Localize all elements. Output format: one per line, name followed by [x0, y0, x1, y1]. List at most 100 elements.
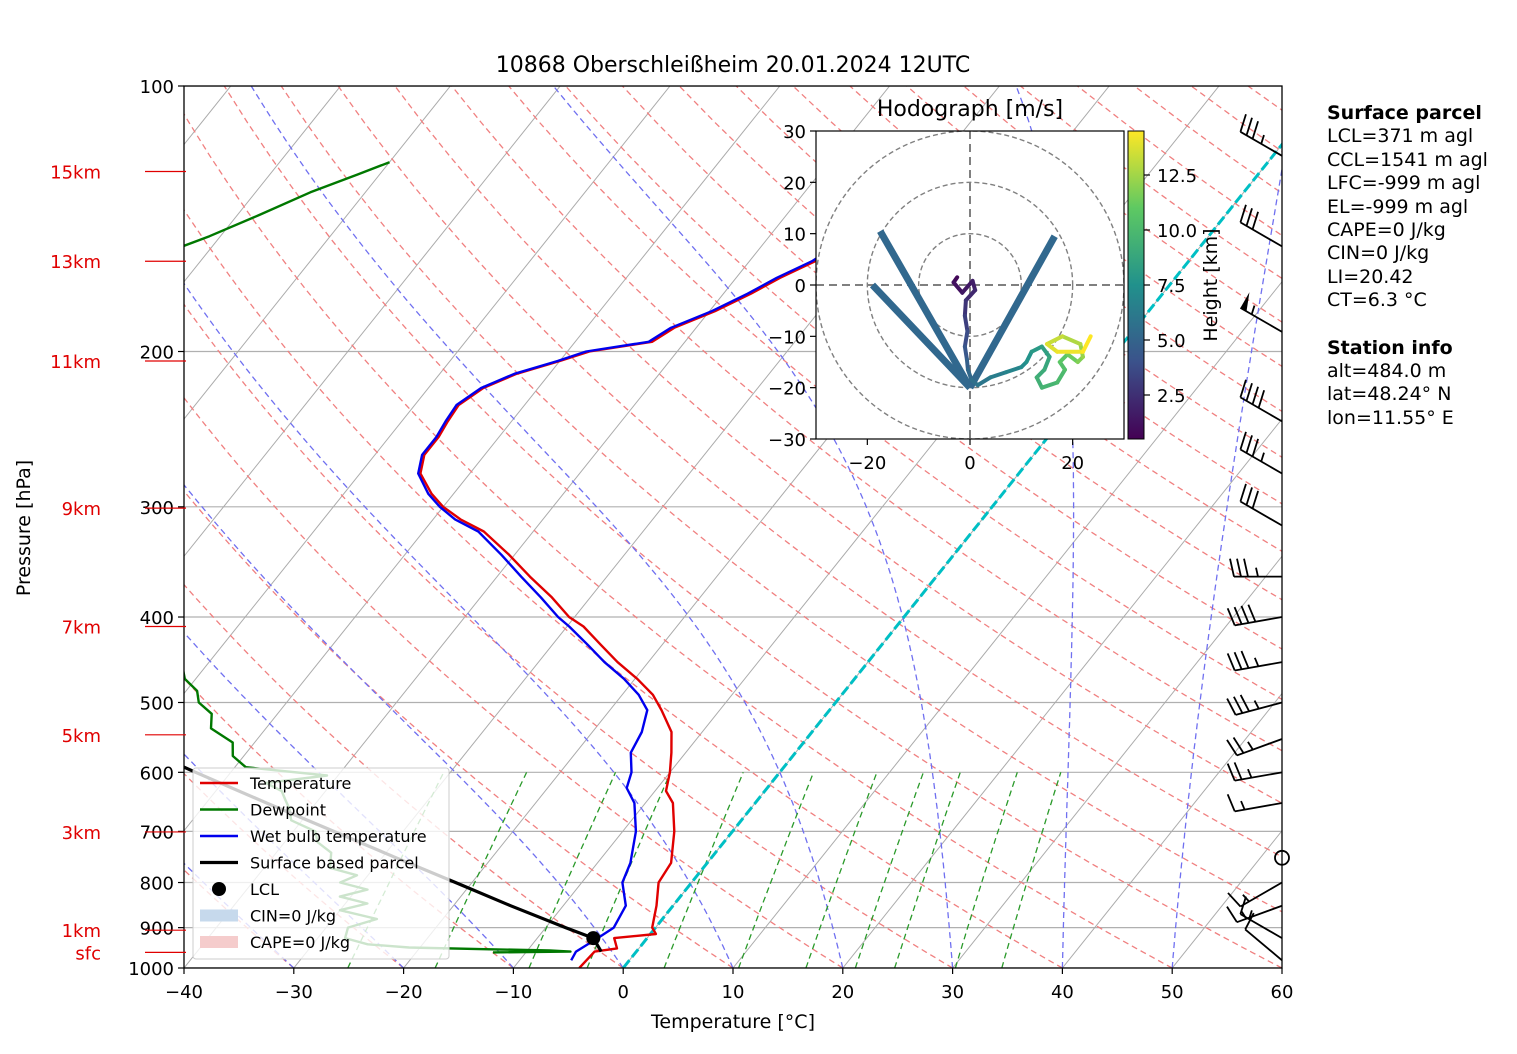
wind-barb	[1226, 904, 1283, 924]
hodograph-ring	[917, 232, 1023, 338]
mixing-ratio-line	[893, 772, 961, 968]
dry-adiabat	[184, 208, 1063, 968]
moist-adiabat	[250, 86, 844, 968]
x-tick-label: 0	[617, 982, 628, 1003]
mixing-ratio-line	[528, 772, 617, 968]
wind-barb	[1274, 849, 1290, 866]
colorbar	[1127, 130, 1145, 440]
hodograph-vector	[966, 234, 1058, 390]
mixing-ratio-line	[805, 772, 878, 968]
hodograph-title: Hodograph [m/s]	[877, 97, 1063, 122]
isotherm	[842, 418, 1282, 968]
hodograph-trace-segment	[1003, 365, 1024, 375]
surface-parcel-header: Surface parcel	[1327, 102, 1482, 124]
y-tick-label: 400	[140, 608, 174, 629]
surface-line: LCL=371 m agl	[1327, 125, 1474, 148]
isotherm	[184, 86, 561, 558]
surface-line: EL=-999 m agl	[1327, 195, 1469, 218]
hodograph-trace-segment	[988, 370, 1008, 380]
surface-line: CCL=1541 m agl	[1327, 148, 1488, 171]
hodograph-trace-segment	[1045, 334, 1065, 347]
moist-adiabat	[184, 631, 514, 968]
hodograph-trace-segment	[962, 298, 968, 318]
x-axis-label: Temperature [°C]	[650, 1011, 815, 1033]
isotherm	[0, 86, 11, 968]
y-tick-label: 600	[140, 763, 174, 784]
freezing-isotherm	[622, 142, 1282, 968]
wind-barb	[1239, 896, 1283, 939]
dry-adiabat	[394, 86, 1282, 804]
surface-line: CT=6.3 °C	[1327, 289, 1427, 312]
hodograph-trace-segment	[1080, 334, 1093, 354]
height-label: 15km	[50, 162, 101, 183]
legend-box	[192, 767, 450, 960]
dry-adiabat	[223, 86, 1282, 968]
hodograph-trace-segment	[962, 344, 969, 362]
isotherm	[184, 86, 781, 832]
dry-adiabat	[792, 86, 1282, 459]
hodograph-trace-segment	[1055, 367, 1067, 385]
hodograph-trace-segment	[963, 288, 978, 303]
hodo-y-tick-label: −30	[768, 430, 806, 451]
isotherm	[184, 86, 671, 695]
colorbar-tick-label: 5.0	[1157, 331, 1186, 352]
isotherm	[952, 555, 1282, 968]
chart-title: 10868 Oberschleißheim 20.01.2024 12UTC	[496, 53, 971, 78]
hodo-y-tick-label: 20	[783, 173, 806, 194]
legend-swatch	[200, 909, 238, 922]
isotherm	[184, 86, 341, 283]
hodograph-trace-segment	[1045, 342, 1060, 354]
moist-adiabat	[1171, 165, 1282, 968]
y-tick-label: 700	[140, 822, 174, 843]
y-tick-label: 500	[140, 693, 174, 714]
legend-label: Surface based parcel	[250, 854, 419, 873]
x-tick-label: −10	[494, 982, 532, 1003]
dry-adiabat	[184, 490, 734, 968]
station-line: lon=11.55° E	[1327, 406, 1454, 429]
legend-label: CIN=0 J/kg	[250, 907, 336, 926]
height-label: 5km	[62, 726, 101, 747]
hodograph-trace-segment	[951, 280, 965, 295]
legend-label: Wet bulb temperature	[250, 827, 427, 846]
height-label: sfc	[75, 943, 101, 964]
colorbar-label: Height [km]	[1200, 228, 1222, 341]
wind-barb	[1239, 483, 1283, 527]
axes: −40 −30 −20 −10 0 10 20 30 40 50 60100200300400500…	[50, 77, 1293, 1003]
wind-barb	[1226, 736, 1283, 757]
surface-line: CIN=0 J/kg	[1327, 242, 1430, 265]
mixing-ratio-line	[954, 772, 1018, 968]
y-tick-label: 100	[140, 77, 174, 98]
isotherm	[1062, 692, 1282, 968]
dry-adiabat	[337, 86, 1282, 858]
moist-adiabat	[184, 282, 734, 968]
colorbar-tick-label: 2.5	[1157, 386, 1186, 407]
legend-label: Dewpoint	[250, 801, 326, 820]
wind-barb	[1226, 793, 1283, 813]
dry-adiabat	[184, 396, 844, 968]
hodograph-trace-segment	[962, 313, 970, 334]
x-tick-label: 10	[722, 982, 745, 1003]
mixing-ratio-line	[737, 772, 815, 968]
colorbar-tick-label: 12.5	[1157, 166, 1197, 187]
wind-barb	[1239, 292, 1283, 333]
y-tick-label: 200	[140, 343, 174, 364]
hodograph-trace-segment	[960, 278, 975, 295]
hodograph-trace-segment	[1039, 344, 1052, 359]
surface-line: CAPE=0 J/kg	[1327, 219, 1446, 242]
hodo-x-tick-label: 20	[1061, 453, 1084, 474]
height-label: 9km	[62, 499, 101, 520]
isotherm	[732, 280, 1282, 968]
mixing-ratio-line	[434, 772, 528, 968]
legend-label: CAPE=0 J/kg	[250, 933, 350, 952]
mixing-ratio-line	[854, 772, 925, 968]
hodograph-vector	[877, 229, 974, 390]
wind-barb	[1239, 431, 1283, 475]
hodo-y-tick-label: 10	[783, 225, 806, 246]
hodograph-trace-segment	[1042, 354, 1052, 372]
dry-adiabat	[451, 86, 1282, 752]
legend-swatch	[200, 936, 238, 948]
lcl-marker	[586, 931, 601, 946]
height-label: 11km	[50, 352, 101, 373]
hodograph-vector	[869, 282, 973, 391]
x-tick-label: 20	[831, 982, 854, 1003]
